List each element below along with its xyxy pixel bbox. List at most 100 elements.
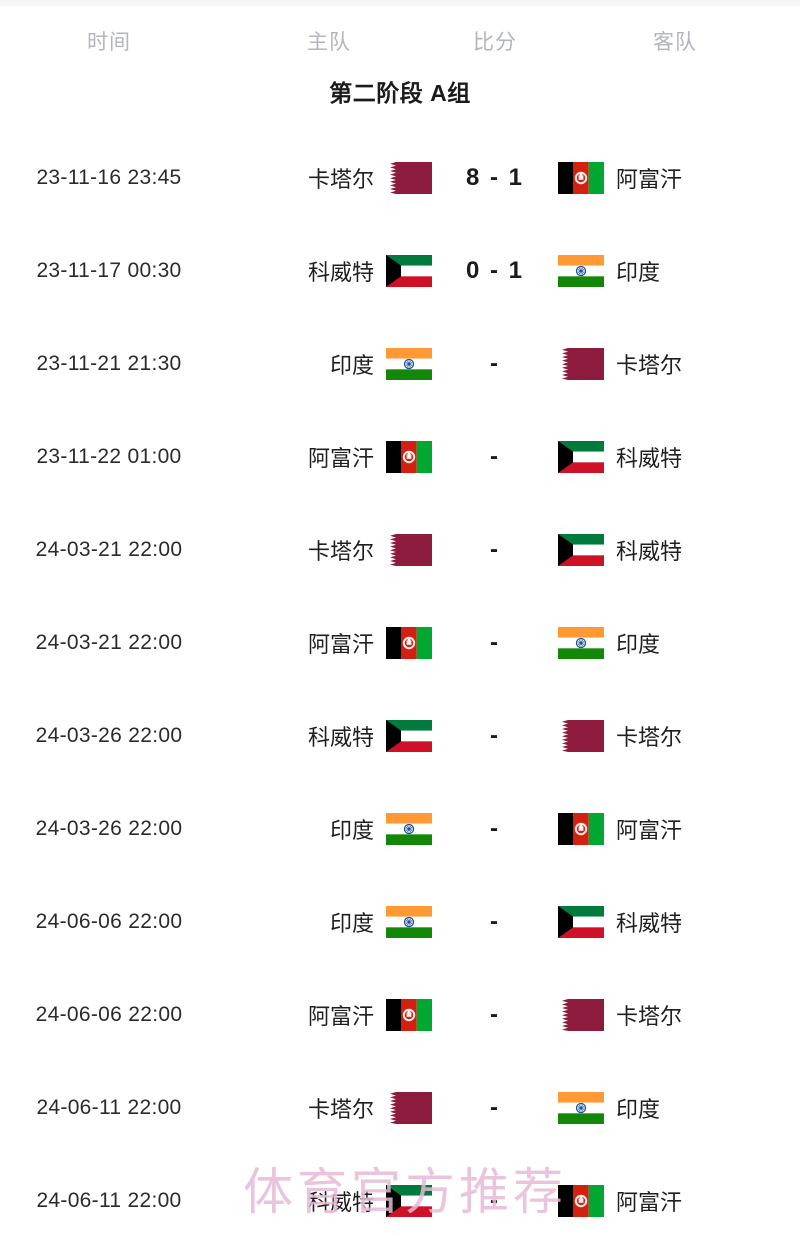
home-team-name: 阿富汗: [307, 1003, 374, 1029]
header-cell-score: 比分: [440, 22, 550, 64]
india-flag: [558, 254, 604, 287]
away-team-name: 阿富汗: [616, 166, 683, 192]
match-time: 24-03-26 22:00: [35, 723, 183, 747]
match-score: -: [490, 1000, 500, 1028]
score-cell: -: [440, 1001, 550, 1029]
match-time-cell: 24-06-06 22:00: [0, 910, 218, 934]
match-time: 23-11-21 21:30: [36, 351, 182, 375]
away-team-name: 印度: [616, 259, 661, 285]
match-time-cell: 24-06-11 22:00: [0, 1189, 218, 1213]
away-team-cell[interactable]: 阿富汗: [550, 161, 800, 194]
match-score: -: [490, 814, 500, 842]
table-row[interactable]: 24-03-26 22:00 科威特 - 卡塔尔: [0, 689, 800, 782]
away-team-cell[interactable]: 阿富汗: [550, 812, 800, 845]
match-time-cell: 23-11-21 21:30: [0, 352, 218, 376]
table-row[interactable]: 23-11-16 23:45 卡塔尔 8 - 1 阿富汗: [0, 131, 800, 224]
india-flag: [386, 812, 432, 845]
top-divider-band: [0, 0, 800, 6]
match-time: 24-06-06 22:00: [35, 1002, 183, 1026]
away-team-name: 科威特: [616, 538, 683, 564]
header-cell-time: 时间: [0, 22, 218, 64]
home-team-cell[interactable]: 科威特: [218, 1184, 440, 1217]
india-flag: [558, 626, 604, 659]
match-time-cell: 23-11-22 01:00: [0, 445, 218, 469]
table-row[interactable]: 24-06-11 22:00 科威特 - 阿富汗: [0, 1154, 800, 1247]
table-row[interactable]: 24-03-21 22:00 卡塔尔 - 科威特: [0, 503, 800, 596]
table-row[interactable]: 24-06-06 22:00 印度 - 科威特: [0, 875, 800, 968]
score-cell: 8 - 1: [440, 164, 550, 192]
table-row[interactable]: 23-11-22 01:00 阿富汗 - 科威特: [0, 410, 800, 503]
qatar-flag: [558, 347, 604, 380]
away-team-name: 卡塔尔: [616, 724, 683, 750]
away-team-cell[interactable]: 卡塔尔: [550, 719, 800, 752]
away-team-name: 卡塔尔: [616, 1003, 683, 1029]
match-time: 24-03-21 22:00: [35, 630, 183, 654]
home-team-cell[interactable]: 阿富汗: [218, 626, 440, 659]
away-team-cell[interactable]: 印度: [550, 1091, 800, 1124]
qatar-flag: [386, 1091, 432, 1124]
away-team-cell[interactable]: 印度: [550, 626, 800, 659]
match-time: 24-06-11 22:00: [36, 1095, 182, 1119]
away-team-name: 卡塔尔: [616, 352, 683, 378]
home-team-name: 印度: [329, 817, 374, 843]
match-score: -: [490, 907, 500, 935]
home-team-cell[interactable]: 科威特: [218, 254, 440, 287]
home-team-name: 印度: [329, 910, 374, 936]
kuwait-flag: [386, 254, 432, 287]
away-team-name: 阿富汗: [616, 817, 683, 843]
home-team-cell[interactable]: 卡塔尔: [218, 161, 440, 194]
match-time-cell: 24-06-06 22:00: [0, 1003, 218, 1027]
score-cell: -: [440, 1094, 550, 1122]
home-team-cell[interactable]: 阿富汗: [218, 440, 440, 473]
qatar-flag: [558, 998, 604, 1031]
home-team-name: 印度: [329, 352, 374, 378]
table-header-row: 时间 主队 比分 客队: [0, 22, 800, 64]
away-team-cell[interactable]: 科威特: [550, 905, 800, 938]
header-label-away: 客队: [653, 31, 697, 54]
table-row[interactable]: 24-03-21 22:00 阿富汗 - 印度: [0, 596, 800, 689]
kuwait-flag: [386, 719, 432, 752]
away-team-cell[interactable]: 印度: [550, 254, 800, 287]
away-team-cell[interactable]: 科威特: [550, 533, 800, 566]
home-team-cell[interactable]: 科威特: [218, 719, 440, 752]
header-label-home: 主队: [307, 31, 351, 54]
away-team-cell[interactable]: 科威特: [550, 440, 800, 473]
table-row[interactable]: 24-06-06 22:00 阿富汗 - 卡塔尔: [0, 968, 800, 1061]
match-list: 23-11-16 23:45 卡塔尔 8 - 1 阿富汗 23-11-17 00:30 科…: [0, 131, 800, 1247]
home-team-cell[interactable]: 卡塔尔: [218, 1091, 440, 1124]
header-label-time: 时间: [87, 31, 131, 54]
match-score: -: [490, 349, 500, 377]
home-team-cell[interactable]: 印度: [218, 905, 440, 938]
table-row[interactable]: 24-06-11 22:00 卡塔尔 - 印度: [0, 1061, 800, 1154]
score-cell: 0 - 1: [440, 257, 550, 285]
away-team-cell[interactable]: 卡塔尔: [550, 347, 800, 380]
away-team-name: 科威特: [616, 445, 683, 471]
home-team-cell[interactable]: 印度: [218, 347, 440, 380]
score-cell: -: [440, 629, 550, 657]
afghanistan-flag: [558, 1184, 604, 1217]
score-cell: -: [440, 815, 550, 843]
table-row[interactable]: 24-03-26 22:00 印度 - 阿富汗: [0, 782, 800, 875]
kuwait-flag: [386, 1184, 432, 1217]
afghanistan-flag: [558, 161, 604, 194]
match-time: 24-06-06 22:00: [35, 909, 183, 933]
india-flag: [558, 1091, 604, 1124]
home-team-cell[interactable]: 阿富汗: [218, 998, 440, 1031]
match-time: 23-11-17 00:30: [36, 258, 182, 282]
match-time: 23-11-16 23:45: [36, 165, 182, 189]
table-row[interactable]: 23-11-21 21:30 印度 - 卡塔尔: [0, 317, 800, 410]
kuwait-flag: [558, 905, 604, 938]
match-score: 8 - 1: [465, 163, 525, 191]
table-row[interactable]: 23-11-17 00:30 科威特 0 - 1 印度: [0, 224, 800, 317]
away-team-cell[interactable]: 阿富汗: [550, 1184, 800, 1217]
home-team-name: 卡塔尔: [307, 166, 374, 192]
match-time-cell: 24-03-26 22:00: [0, 724, 218, 748]
match-time-cell: 24-03-21 22:00: [0, 538, 218, 562]
away-team-cell[interactable]: 卡塔尔: [550, 998, 800, 1031]
match-time: 23-11-22 01:00: [36, 444, 182, 468]
home-team-cell[interactable]: 卡塔尔: [218, 533, 440, 566]
header-label-score: 比分: [473, 31, 517, 54]
kuwait-flag: [558, 440, 604, 473]
home-team-cell[interactable]: 印度: [218, 812, 440, 845]
home-team-name: 科威特: [307, 1189, 374, 1215]
